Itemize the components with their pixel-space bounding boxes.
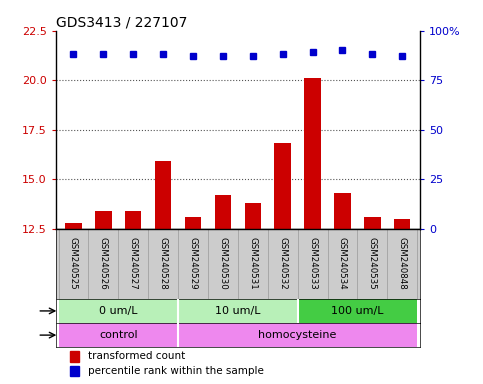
Text: GSM240528: GSM240528 [158, 237, 168, 290]
Bar [334, 193, 351, 228]
Bar [125, 211, 142, 228]
Bar [185, 217, 201, 228]
Bar [298, 299, 417, 323]
Bar [178, 323, 417, 347]
Text: GSM240526: GSM240526 [99, 237, 108, 290]
Text: GSM240525: GSM240525 [69, 237, 78, 290]
Bar [274, 144, 291, 228]
Text: GSM240848: GSM240848 [398, 237, 407, 290]
Bar [215, 195, 231, 228]
Text: 10 um/L: 10 um/L [215, 306, 261, 316]
Bar [394, 218, 411, 228]
Text: homocysteine: homocysteine [258, 330, 337, 340]
Bar [95, 211, 112, 228]
Text: transformed count: transformed count [88, 351, 185, 361]
Bar [70, 366, 79, 376]
Bar [364, 217, 381, 228]
Text: GSM240535: GSM240535 [368, 237, 377, 290]
Text: GSM240529: GSM240529 [188, 237, 198, 290]
Text: GSM240533: GSM240533 [308, 237, 317, 290]
Text: GSM240532: GSM240532 [278, 237, 287, 290]
Text: percentile rank within the sample: percentile rank within the sample [88, 366, 264, 376]
Text: GSM240527: GSM240527 [129, 237, 138, 290]
Bar [58, 323, 178, 347]
Bar [65, 223, 82, 228]
Text: GSM240534: GSM240534 [338, 237, 347, 290]
Bar [304, 78, 321, 228]
Bar [178, 299, 298, 323]
Text: GSM240531: GSM240531 [248, 237, 257, 290]
Text: GDS3413 / 227107: GDS3413 / 227107 [56, 16, 187, 30]
Bar [70, 351, 79, 362]
Bar [155, 161, 171, 228]
Bar [58, 299, 178, 323]
Text: 100 um/L: 100 um/L [331, 306, 384, 316]
Bar [244, 203, 261, 228]
Text: 0 um/L: 0 um/L [99, 306, 138, 316]
Text: GSM240530: GSM240530 [218, 237, 227, 290]
Text: control: control [99, 330, 138, 340]
